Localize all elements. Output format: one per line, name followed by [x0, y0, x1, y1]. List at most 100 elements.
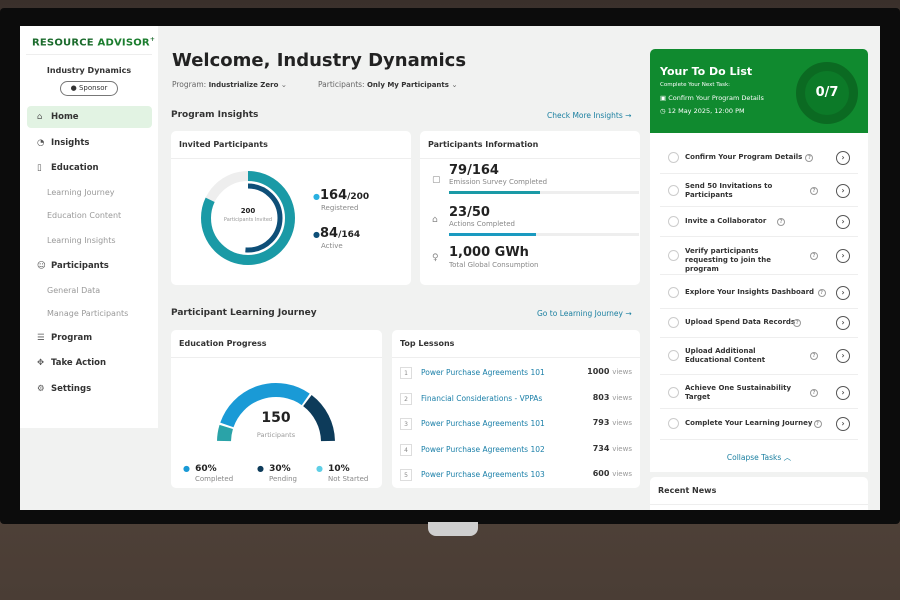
lesson-title-link[interactable]: Financial Considerations - VPPAs — [421, 393, 543, 403]
active-arc — [213, 183, 283, 253]
task-item[interactable]: Invite a Collaborator? › — [660, 207, 858, 237]
next-task[interactable]: ▣ Confirm Your Program Details — [660, 94, 764, 102]
check-more-insights-link[interactable]: Check More Insights → — [547, 111, 632, 120]
registered-label: Registered — [321, 204, 359, 212]
lesson-rank: 5 — [400, 469, 412, 481]
lesson-row[interactable]: 1 Power Purchase Agreements 101 1000 views — [400, 362, 632, 387]
legend-item: ● 30% Pending — [257, 464, 297, 483]
lesson-row[interactable]: 4 Power Purchase Agreements 102 734 views — [400, 439, 632, 464]
help-icon[interactable]: ? — [805, 154, 814, 162]
go-arrow-icon[interactable]: › — [836, 385, 850, 400]
invited-participants-card: Invited Participants 200 Participants In… — [171, 131, 411, 285]
recent-news-card: Recent News — [650, 477, 868, 510]
chevron-up-icon: ︿ — [783, 453, 792, 462]
task-item[interactable]: Verify participants requesting to join t… — [660, 237, 858, 275]
clock-icon: ◷ — [660, 107, 666, 115]
task-checkbox[interactable] — [668, 286, 679, 298]
task-checkbox[interactable] — [668, 185, 679, 196]
lesson-rank: 1 — [400, 367, 412, 379]
gauge-segment-pending — [302, 394, 335, 442]
help-icon[interactable]: ? — [793, 319, 802, 327]
lesson-rank: 3 — [400, 418, 412, 430]
sidebar-sub-general-data[interactable]: General Data — [47, 286, 101, 295]
task-checkbox[interactable] — [668, 350, 679, 361]
lesson-row[interactable]: 2 Financial Considerations - VPPAs 803 vie… — [400, 388, 632, 413]
lesson-title-link[interactable]: Power Purchase Agreements 101 — [421, 419, 545, 428]
task-label: Invite a Collaborator — [685, 217, 767, 225]
chevron-down-icon: ⌄ — [451, 80, 458, 89]
sidebar-item-home[interactable]: ⌂ Home — [27, 106, 152, 128]
collapse-tasks-button[interactable]: Collapse Tasks ︿ — [726, 453, 792, 462]
legend-dot: ● — [316, 464, 323, 473]
task-checkbox[interactable] — [668, 317, 679, 328]
task-label: Achieve One Sustainability Target — [685, 383, 792, 401]
sidebar-sub-manage-participants[interactable]: Manage Participants — [47, 309, 129, 318]
go-to-learning-journey-link[interactable]: Go to Learning Journey → — [537, 309, 632, 318]
sidebar-item-settings[interactable]: ⚙ Settings — [27, 378, 152, 400]
top-lessons-card: Top Lessons 1 Power Purchase Agreements 1… — [392, 330, 640, 488]
legend-dot: ● — [183, 464, 190, 473]
task-item[interactable]: Complete Your Learning Journey? › — [660, 408, 858, 440]
help-icon[interactable]: ? — [817, 288, 826, 297]
go-arrow-icon[interactable]: › — [836, 151, 850, 165]
participants-filter[interactable]: Participants: Only My Participants ⌄ — [318, 80, 458, 89]
consumption-stat: 1,000 GWh — [449, 245, 529, 260]
monitor-stand — [428, 522, 478, 536]
task-checkbox[interactable] — [668, 152, 679, 163]
lesson-row[interactable]: 3 Power Purchase Agreements 101 793 views — [400, 413, 632, 438]
task-item[interactable]: Explore Your Insights Dashboard? › — [660, 276, 858, 309]
go-arrow-icon[interactable]: › — [836, 285, 850, 300]
lesson-views: 734 views — [592, 443, 632, 453]
education-progress-card: Education Progress 150 Participants ● 60… — [171, 330, 382, 488]
sidebar-sub-education-content[interactable]: Education Content — [47, 211, 122, 220]
gauge-segment-not-started — [217, 424, 233, 442]
card-title: Participants Information — [420, 131, 640, 159]
sidebar-item-education[interactable]: ▯ Education — [27, 157, 152, 179]
survey-icon: ▢ — [432, 175, 441, 185]
donut-center-value: 200 — [240, 207, 256, 215]
go-arrow-icon[interactable]: › — [836, 215, 850, 229]
go-arrow-icon[interactable]: › — [836, 349, 850, 363]
sidebar-item-insights[interactable]: ◔ Insights — [27, 132, 152, 154]
go-arrow-icon[interactable]: › — [836, 249, 850, 263]
task-checkbox[interactable] — [668, 386, 679, 398]
go-arrow-icon[interactable]: › — [836, 316, 850, 330]
go-arrow-icon[interactable]: › — [836, 184, 850, 198]
task-item[interactable]: Upload Additional Educational Content? › — [660, 337, 858, 375]
education-gauge — [217, 383, 335, 442]
help-icon[interactable]: ? — [810, 388, 818, 397]
help-icon[interactable]: ? — [810, 187, 818, 195]
task-item[interactable]: Upload Spend Data Records? › — [660, 308, 858, 338]
task-item[interactable]: Achieve One Sustainability Target? › — [660, 376, 858, 409]
lesson-title-link[interactable]: Power Purchase Agreements 102 — [421, 444, 545, 454]
sidebar-item-take-action[interactable]: ✥ Take Action — [27, 352, 152, 374]
task-checkbox[interactable] — [668, 418, 679, 429]
sidebar-item-program[interactable]: ☰ Program — [27, 327, 152, 349]
program-filter[interactable]: Program: Industrialize Zero ⌄ — [172, 80, 288, 89]
lesson-row[interactable]: 5 Power Purchase Agreements 103 600 views — [400, 464, 632, 489]
task-label: Upload Additional Educational Content — [685, 347, 766, 364]
lesson-title-link[interactable]: Power Purchase Agreements 101 — [421, 368, 545, 377]
lesson-title-link[interactable]: Power Purchase Agreements 103 — [421, 470, 545, 479]
help-icon[interactable]: ? — [813, 420, 822, 428]
task-item[interactable]: Confirm Your Program Details? › — [660, 142, 858, 174]
help-icon[interactable]: ? — [777, 218, 786, 226]
lesson-views: 1000 views — [587, 367, 632, 376]
logo[interactable]: RESOURCE ADVISOR+ — [32, 36, 156, 49]
sidebar-sub-learning-insights[interactable]: Learning Insights — [47, 236, 116, 245]
participants-information-card: Participants Information ▢ 79/164 Emissi… — [420, 131, 640, 285]
task-item[interactable]: Send 50 Invitations to Participants? › — [660, 175, 858, 207]
help-icon[interactable]: ? — [810, 352, 818, 360]
registered-arc — [201, 171, 295, 265]
go-arrow-icon[interactable]: › — [836, 417, 850, 431]
org-name: Industry Dynamics — [46, 66, 132, 75]
app-screen: RESOURCE ADVISOR+ Industry Dynamics ● Sp… — [20, 26, 880, 510]
card-title: Invited Participants — [171, 131, 411, 159]
task-checkbox[interactable] — [668, 250, 679, 261]
sidebar-item-participants[interactable]: ☺ Participants — [27, 255, 152, 277]
donut-center-label: Participants Invited — [223, 217, 273, 223]
task-checkbox[interactable] — [668, 216, 679, 227]
puzzle-icon: ✥ — [37, 358, 45, 368]
help-icon[interactable]: ? — [810, 252, 818, 260]
sidebar-sub-learning-journey[interactable]: Learning Journey — [47, 188, 115, 197]
